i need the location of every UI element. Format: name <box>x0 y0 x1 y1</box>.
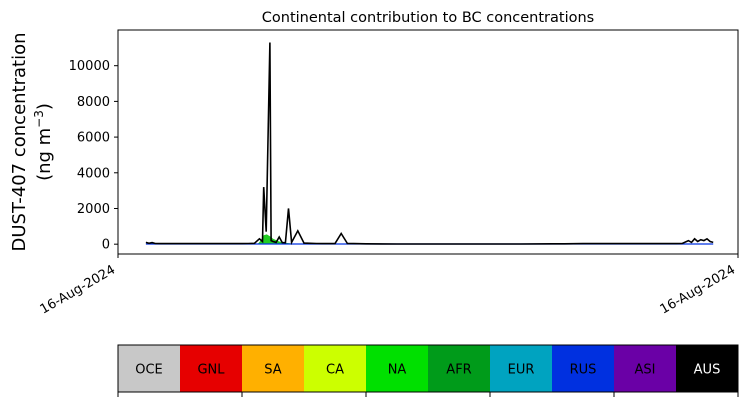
series-line-total <box>145 42 714 246</box>
y-tick-label: 6000 <box>77 131 110 146</box>
legend-frame <box>117 344 739 393</box>
y-tick-label: 4000 <box>77 166 110 181</box>
series-area-na <box>257 234 304 245</box>
y-axis-label-unit: (ng m−3) <box>32 103 55 181</box>
legend-swatch-oce <box>118 345 181 392</box>
legend-swatch-aus <box>676 345 739 392</box>
legend-swatch-na <box>366 345 429 392</box>
legend-label-ca: CA <box>326 363 344 378</box>
y-axis-label-unit-open: (ng m <box>34 128 55 181</box>
x-tick-label: 16-Aug-2024 <box>38 262 118 317</box>
y-axis-ticks: 0 2000 4000 6000 8000 10000 <box>69 59 118 253</box>
legend: OCE GNL SA CA NA AFR EUR RUS ASI AUS <box>117 344 739 397</box>
legend-swatch-rus <box>552 345 615 392</box>
y-tick-label: 2000 <box>77 202 110 217</box>
legend-label-afr: AFR <box>446 363 471 378</box>
legend-swatch-gnl <box>180 345 243 392</box>
y-axis-label-unit-sup: −3 <box>32 110 46 128</box>
axes-frame <box>117 29 739 255</box>
y-axis-label: DUST-407 concentration (ng m−3) <box>9 32 55 251</box>
x-axis-ticks: 16-Aug-2024 16-Aug-2024 <box>38 254 739 318</box>
y-axis-label-main: DUST-407 concentration <box>9 32 30 251</box>
x-tick-label: 16-Aug-2024 <box>658 262 738 317</box>
legend-swatch-afr <box>428 345 491 392</box>
legend-label-sa: SA <box>264 363 281 378</box>
plot-area <box>117 29 739 255</box>
y-axis-label-unit-close: ) <box>34 103 55 110</box>
legend-label-eur: EUR <box>508 363 535 378</box>
legend-label-na: NA <box>388 363 407 378</box>
y-tick-label: 8000 <box>77 95 110 110</box>
legend-swatch-eur <box>490 345 553 392</box>
y-tick-label: 0 <box>102 238 110 253</box>
legend-label-gnl: GNL <box>197 363 225 378</box>
legend-swatch-sa <box>242 345 305 392</box>
chart-title: Continental contribution to BC concentra… <box>262 10 594 26</box>
legend-label-rus: RUS <box>570 363 597 378</box>
legend-label-asi: ASI <box>635 363 656 378</box>
legend-swatch-asi <box>614 345 677 392</box>
y-tick-label: 10000 <box>69 59 110 74</box>
legend-label-aus: AUS <box>694 363 721 378</box>
legend-swatch-ca <box>304 345 367 392</box>
legend-label-oce: OCE <box>135 363 163 378</box>
